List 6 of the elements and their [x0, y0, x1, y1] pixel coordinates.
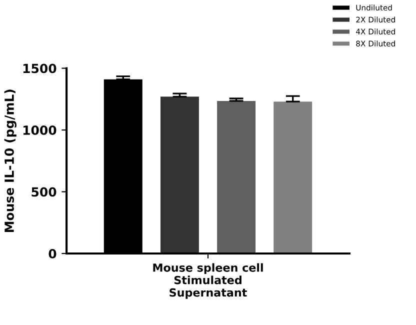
x-tick-label: Mouse spleen cell Stimulated Supernatant [153, 263, 263, 299]
y-tick-label: 1500 [23, 64, 56, 74]
y-tick-label: 500 [32, 187, 56, 197]
y-axis-title: Mouse IL-10 (pg/mL) [4, 90, 16, 232]
y-tick-label: 0 [48, 248, 56, 258]
y-tick-label: 1000 [23, 125, 56, 135]
